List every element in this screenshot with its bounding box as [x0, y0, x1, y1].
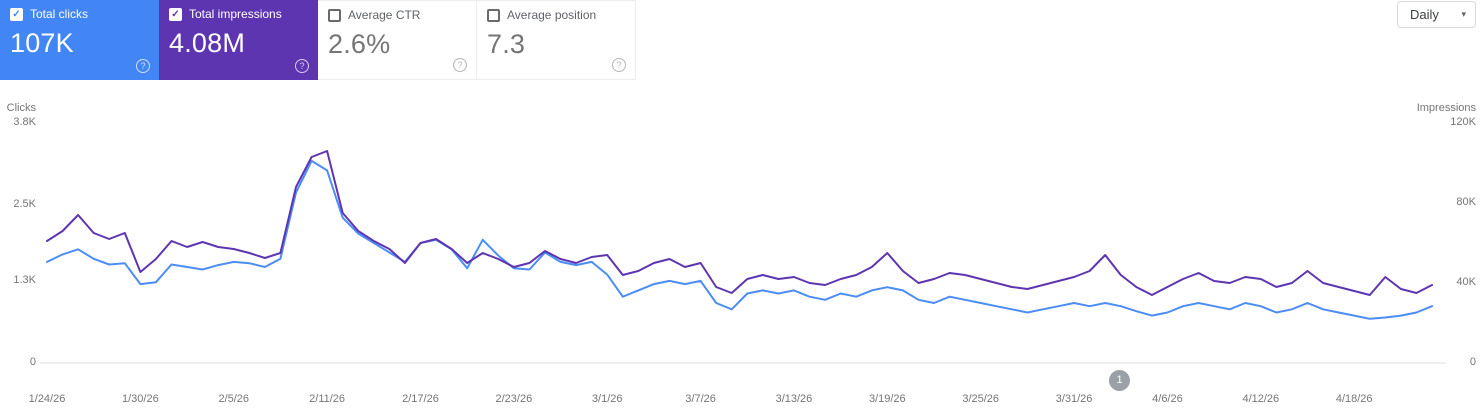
x-axis-label: 1/30/26: [122, 393, 159, 405]
card-total-impressions[interactable]: ✓ Total impressions 4.08M ?: [159, 0, 318, 80]
card-value-total-impressions: 4.08M: [169, 28, 246, 58]
card-average-ctr[interactable]: Average CTR 2.6% ?: [318, 0, 477, 80]
checkbox-total-clicks[interactable]: ✓: [10, 7, 23, 21]
x-axis-label: 2/17/26: [402, 393, 439, 405]
y-axis-tick-left: 2.5K: [13, 198, 36, 211]
y-axis-tick-right: 120K: [1450, 116, 1476, 128]
series-line-impressions: [46, 150, 1433, 296]
x-axis-label: 2/23/26: [495, 393, 533, 405]
right-axis-title: Impressions: [1416, 102, 1476, 114]
x-axis-label: 2/11/26: [309, 393, 346, 405]
card-label-total-clicks: Total clicks: [30, 7, 89, 21]
card-label-total-impressions: Total impressions: [189, 7, 282, 21]
x-axis-label: 4/18/26: [1335, 393, 1373, 405]
pagination-page-indicator[interactable]: 1: [1109, 370, 1130, 391]
card-value-average-position: 7.3: [487, 29, 526, 59]
help-icon[interactable]: ?: [295, 59, 309, 73]
help-icon[interactable]: ?: [612, 58, 626, 72]
checkbox-average-position[interactable]: [487, 8, 500, 22]
check-icon: ✓: [171, 8, 180, 20]
card-value-total-clicks: 107K: [10, 28, 74, 58]
series-line-clicks: [46, 159, 1433, 320]
card-label-average-position: Average position: [507, 8, 597, 22]
check-icon: ✓: [12, 8, 21, 20]
card-value-average-ctr: 2.6%: [328, 29, 391, 59]
help-icon[interactable]: ?: [453, 58, 467, 72]
left-axis-title: Clicks: [6, 102, 36, 114]
y-axis-tick-left: 3.8K: [13, 116, 36, 128]
x-axis-label: 3/19/26: [868, 393, 906, 405]
help-icon[interactable]: ?: [136, 59, 150, 73]
metric-cards: ✓ Total clicks 107K ? ✓ Total impression…: [0, 0, 636, 80]
x-axis-label: 3/1/26: [591, 393, 623, 405]
checkbox-total-impressions[interactable]: ✓: [169, 7, 182, 21]
y-axis-tick-right: 80K: [1456, 196, 1476, 208]
y-axis-tick-right: 0: [1469, 356, 1476, 368]
card-average-position[interactable]: Average position 7.3 ?: [477, 0, 636, 80]
granularity-dropdown[interactable]: Daily ▾: [1397, 1, 1476, 28]
x-axis-label: 3/31/26: [1055, 393, 1093, 405]
x-axis-label: 3/25/26: [962, 393, 1000, 405]
x-axis-label: 2/5/26: [218, 393, 250, 405]
card-label-average-ctr: Average CTR: [348, 8, 421, 22]
card-total-clicks[interactable]: ✓ Total clicks 107K ?: [0, 0, 159, 80]
checkbox-average-ctr[interactable]: [328, 8, 341, 22]
x-axis-label: 4/6/26: [1152, 393, 1183, 405]
x-axis-label: 1/24/26: [28, 393, 66, 405]
y-axis-tick-right: 40K: [1456, 276, 1476, 288]
x-axis-label: 4/12/26: [1242, 393, 1280, 405]
x-axis-label: 3/7/26: [685, 393, 716, 405]
y-axis-tick-left: 1.3K: [13, 273, 36, 286]
granularity-dropdown-label: Daily: [1410, 7, 1439, 22]
y-axis-tick-left: 0: [29, 356, 36, 368]
chevron-down-icon: ▾: [1461, 9, 1466, 19]
x-axis-label: 3/13/26: [775, 393, 813, 405]
